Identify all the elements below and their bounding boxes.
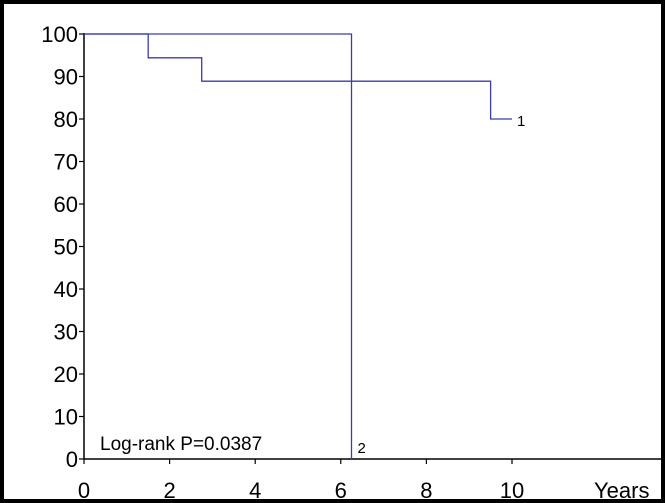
x-tick-label-0: 0 [78,478,90,503]
x-tick-label-6: 6 [335,478,347,503]
series-2-line [84,33,353,459]
x-tick-label-10: 10 [500,478,524,503]
survival-plot: 0 10 20 30 40 50 60 70 80 90 100 0 2 4 6 8 10 Years 1 2 Log-… [41,22,661,503]
x-tick-label-4: 4 [249,478,261,503]
y-tick-label-10: 10 [54,405,78,430]
x-tick-label-8: 8 [420,478,432,503]
x-tick-label-2: 2 [163,478,175,503]
log-rank-annotation: Log-rank P=0.0387 [100,434,262,455]
x-axis-label: Years [594,478,649,503]
series-1-label: 1 [517,113,525,130]
y-tick-label-80: 80 [54,107,78,132]
y-tick-label-30: 30 [54,320,78,345]
series-1-line [84,33,512,120]
y-tick-label-50: 50 [54,235,78,260]
y-tick-label-40: 40 [54,277,78,302]
y-tick-label-0: 0 [66,447,78,472]
series-2-label: 2 [358,440,366,457]
y-tick-label-70: 70 [54,150,78,175]
y-tick-label-20: 20 [54,362,78,387]
y-tick-label-100: 100 [41,22,78,47]
y-tick-label-60: 60 [54,192,78,217]
y-tick-label-90: 90 [54,65,78,90]
